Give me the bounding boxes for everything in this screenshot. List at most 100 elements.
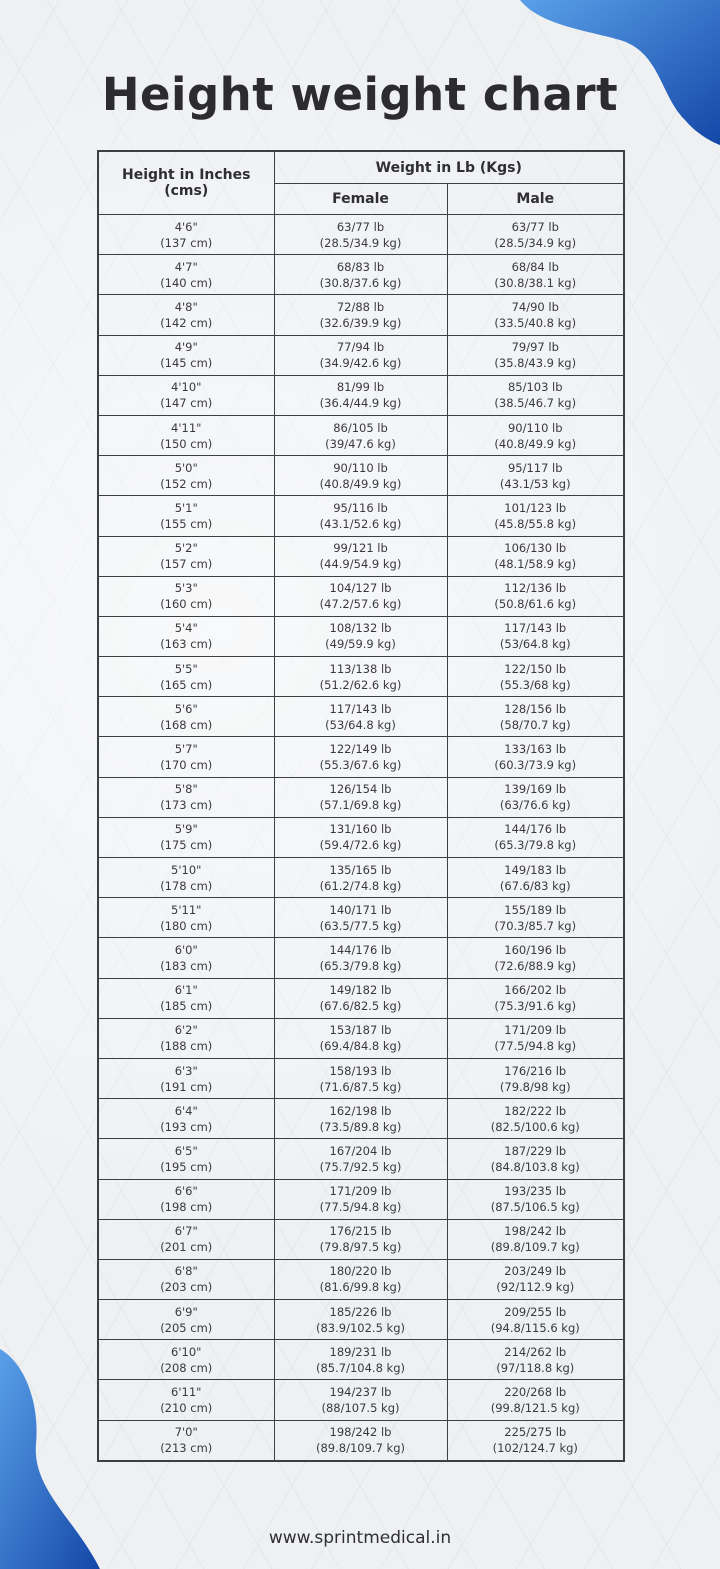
table-row: 4'9" (145 cm) 77/94 lb (34.9/42.6 kg) 79/97 … [97,334,625,376]
cell-line-primary: 63/77 lb [511,219,559,234]
cell-line-secondary: (49/59.9 kg) [325,637,396,652]
cell-line-secondary: (65.3/79.8 kg) [319,958,402,973]
cell-line-secondary: (48.1/58.9 kg) [494,557,577,572]
table-row: 7'0" (213 cm) 198/242 lb (89.8/109.7 kg) 225… [97,1419,625,1462]
cell-line-primary: 6'0" [174,942,198,957]
table-row: 5'11" (180 cm) 140/171 lb (63.5/77.5 kg) 155… [97,897,625,939]
cell-line-secondary: (145 cm) [160,356,213,371]
height-weight-table: Height in Inches (cms) Weight in Lb (Kgs… [97,150,625,1462]
cell-line-primary: 171/209 lb [329,1184,392,1199]
male-weight-cell: 79/97 lb (35.8/43.9 kg) [446,334,625,376]
height-cell: 6'7" (201 cm) [97,1218,275,1260]
cell-line-secondary: (168 cm) [160,717,213,732]
cell-line-secondary: (71.6/87.5 kg) [319,1079,402,1094]
cell-line-secondary: (198 cm) [160,1200,213,1215]
cell-line-primary: 198/242 lb [504,1224,567,1239]
cell-line-secondary: (61.2/74.8 kg) [319,878,402,893]
male-weight-cell: 122/150 lb (55.3/68 kg) [446,656,625,698]
cell-line-secondary: (53/64.8 kg) [325,717,396,732]
cell-line-secondary: (85.7/104.8 kg) [316,1360,405,1375]
cell-line-primary: 5'3" [174,581,198,596]
table-row: 6'5" (195 cm) 167/204 lb (75.7/92.5 kg) 187/… [97,1138,625,1180]
cell-line-secondary: (163 cm) [160,637,213,652]
male-weight-cell: 166/202 lb (75.3/91.6 kg) [446,977,625,1019]
table-row: 5'5" (165 cm) 113/138 lb (51.2/62.6 kg) 122/… [97,656,625,698]
male-weight-cell: 176/216 lb (79.8/98 kg) [446,1057,625,1100]
cell-line-primary: 5'1" [174,500,198,515]
height-cell: 4'9" (145 cm) [97,334,275,376]
female-weight-cell: 140/171 lb (63.5/77.5 kg) [273,897,448,939]
cell-line-primary: 5'5" [174,661,198,676]
table-row: 5'0" (152 cm) 90/110 lb (40.8/49.9 kg) 95/11… [97,455,625,497]
cell-line-secondary: (79.8/98 kg) [499,1079,571,1094]
female-weight-cell: 95/116 lb (43.1/52.6 kg) [273,495,448,537]
cell-line-primary: 6'1" [174,983,198,998]
cell-line-secondary: (155 cm) [160,516,213,531]
cell-line-secondary: (142 cm) [160,315,213,330]
female-weight-cell: 86/105 lb (39/47.6 kg) [273,414,448,457]
cell-line-primary: 6'6" [174,1184,198,1199]
male-weight-cell: 214/262 lb (97/118.8 kg) [446,1339,625,1381]
cell-line-secondary: (28.5/34.9 kg) [494,235,577,250]
cell-line-primary: 131/160 lb [329,822,392,837]
cell-line-primary: 198/242 lb [329,1425,392,1440]
cell-line-primary: 182/222 lb [504,1103,567,1118]
male-weight-cell: 128/156 lb (58/70.7 kg) [446,696,625,738]
height-cell: 6'2" (188 cm) [97,1017,275,1059]
cell-line-primary: 144/176 lb [504,822,567,837]
cell-line-secondary: (38.5/46.7 kg) [494,396,577,411]
cell-line-primary: 68/83 lb [336,259,385,274]
cell-line-secondary: (43.1/53 kg) [499,476,571,491]
height-cell: 5'1" (155 cm) [97,495,275,537]
cell-line-primary: 95/116 lb [333,500,388,515]
cell-line-secondary: (188 cm) [160,1039,213,1054]
table-row: 6'2" (188 cm) 153/187 lb (69.4/84.8 kg) 171/… [97,1017,625,1059]
cell-line-primary: 117/143 lb [329,701,392,716]
cell-line-secondary: (51.2/62.6 kg) [319,677,402,692]
cell-line-secondary: (157 cm) [160,557,213,572]
cell-line-secondary: (175 cm) [160,838,213,853]
height-cell: 6'6" (198 cm) [97,1178,275,1220]
male-weight-cell: 203/249 lb (92/112.9 kg) [446,1258,625,1301]
male-weight-cell: 220/268 lb (99.8/121.5 kg) [446,1379,625,1421]
female-weight-cell: 162/198 lb (73.5/89.8 kg) [273,1098,448,1140]
cell-line-secondary: (65.3/79.8 kg) [494,838,577,853]
cell-line-secondary: (81.6/99.8 kg) [319,1280,402,1295]
male-weight-cell: 225/275 lb (102/124.7 kg) [446,1419,625,1462]
cell-line-secondary: (67.6/83 kg) [499,878,571,893]
height-cell: 5'11" (180 cm) [97,897,275,939]
height-cell: 5'10" (178 cm) [97,856,275,899]
table-row: 4'10" (147 cm) 81/99 lb (36.4/44.9 kg) 85/10… [97,374,625,416]
cell-line-primary: 180/220 lb [329,1264,392,1279]
male-weight-cell: 171/209 lb (77.5/94.8 kg) [446,1017,625,1059]
table-row: 5'8" (173 cm) 126/154 lb (57.1/69.8 kg) 139/… [97,776,625,818]
male-weight-cell: 133/163 lb (60.3/73.9 kg) [446,736,625,778]
cell-line-primary: 112/136 lb [504,581,567,596]
height-cell: 4'11" (150 cm) [97,414,275,457]
table-row: 5'1" (155 cm) 95/116 lb (43.1/52.6 kg) 101/1… [97,495,625,537]
cell-line-primary: 185/226 lb [329,1304,392,1319]
female-weight-cell: 158/193 lb (71.6/87.5 kg) [273,1057,448,1100]
cell-line-secondary: (89.8/109.7 kg) [490,1240,580,1255]
cell-line-secondary: (205 cm) [160,1320,213,1335]
height-cell: 4'8" (142 cm) [97,294,275,336]
cell-line-primary: 176/216 lb [504,1063,567,1078]
cell-line-secondary: (165 cm) [160,677,213,692]
website-url: www.sprintmedical.in [268,1528,452,1548]
female-weight-cell: 194/237 lb (88/107.5 kg) [273,1379,448,1421]
male-weight-cell: 112/136 lb (50.8/61.6 kg) [446,575,625,617]
cell-line-secondary: (195 cm) [160,1159,213,1174]
cell-line-primary: 104/127 lb [329,581,392,596]
female-weight-cell: 113/138 lb (51.2/62.6 kg) [273,656,448,698]
cell-line-secondary: (77.5/94.8 kg) [494,1039,577,1054]
cell-line-primary: 166/202 lb [504,983,567,998]
cell-line-primary: 153/187 lb [329,1023,392,1038]
cell-line-secondary: (50.8/61.6 kg) [494,597,577,612]
cell-line-secondary: (84.8/103.8 kg) [490,1159,580,1174]
cell-line-secondary: (152 cm) [160,476,213,491]
cell-line-primary: 4'6" [174,219,198,234]
cell-line-primary: 220/268 lb [504,1385,567,1400]
cell-line-primary: 85/103 lb [507,380,563,395]
female-weight-cell: 90/110 lb (40.8/49.9 kg) [273,455,448,497]
cell-line-primary: 149/183 lb [504,862,567,877]
